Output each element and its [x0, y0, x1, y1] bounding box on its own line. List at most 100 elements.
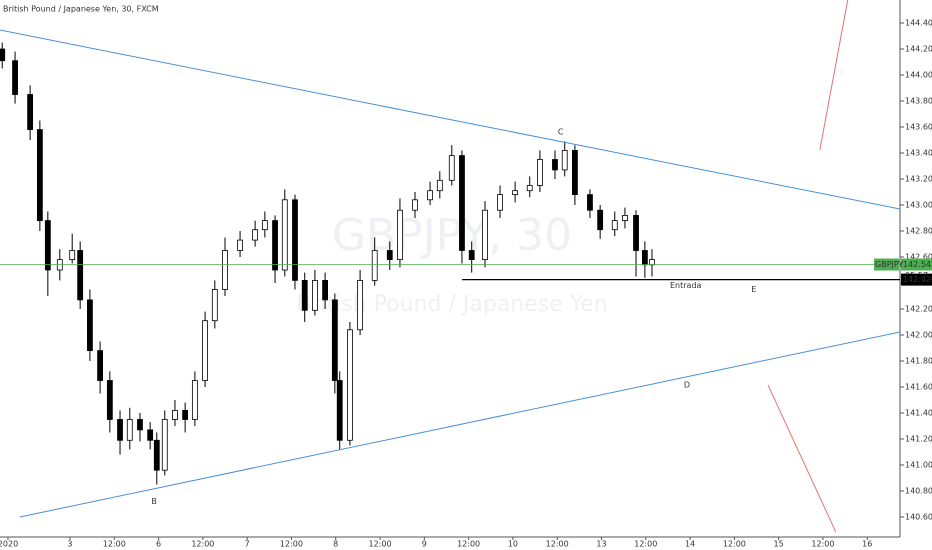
candle-body [191, 380, 198, 420]
candle-body [69, 250, 76, 260]
candle-body [587, 194, 593, 211]
chart-title: British Pound / Japanese Yen, 30, FXCM [3, 5, 159, 14]
x-tick-label: 12:00 [191, 540, 214, 549]
candle-body [482, 209, 488, 260]
x-tick-label: 12:00 [103, 540, 126, 549]
x-tick-label: 14 [685, 540, 695, 549]
candle-body [397, 209, 403, 260]
candle-body [357, 279, 363, 331]
candle-body [597, 209, 604, 231]
x-tick-label: 2020 [0, 540, 18, 549]
candle-body [292, 199, 298, 281]
x-tick-label: 12:00 [723, 540, 746, 549]
y-tick-label: 144.400 [905, 19, 932, 28]
y-tick-label: 143.400 [905, 149, 932, 158]
x-tick-label: 8 [333, 540, 338, 549]
y-tick-label: 141.600 [905, 382, 932, 391]
x-tick-label: 12:00 [457, 540, 480, 549]
candle-body [512, 190, 519, 195]
candle-body [281, 199, 288, 271]
candle-body [97, 350, 103, 381]
candle-body [87, 299, 93, 351]
candle-body [117, 419, 123, 441]
x-tick-label: 12:00 [811, 540, 834, 549]
candle-body [526, 185, 533, 192]
candle-body [161, 419, 168, 471]
candle-body [552, 159, 558, 171]
candle-body [459, 155, 465, 251]
y-tick-label: 141.800 [905, 356, 932, 365]
watermark-subtitle: British Pound / Japanese Yen [296, 292, 607, 317]
y-tick-label: 141.400 [905, 408, 932, 417]
candle-body [312, 279, 318, 311]
candle-body [331, 299, 338, 381]
y-tick-label: 142.200 [905, 304, 932, 313]
price-marker-box [901, 258, 932, 271]
candle-body [0, 48, 6, 62]
candle-body [347, 329, 353, 441]
x-tick-label: 7 [245, 540, 250, 549]
x-tick-label: 3 [67, 540, 72, 549]
x-tick-label: 12:00 [368, 540, 391, 549]
symbol-label: GBPJPY [875, 260, 904, 269]
price-line-text: Entrada [670, 281, 702, 290]
candle-body [322, 279, 328, 301]
y-tick-label: 144.200 [905, 45, 932, 54]
candle-body [172, 409, 178, 420]
candle-body [77, 250, 84, 301]
candle-body [537, 159, 543, 186]
y-tick-label: 143.800 [905, 97, 932, 106]
candle-body [153, 439, 160, 471]
candle-body [561, 150, 568, 171]
candle-body [272, 220, 278, 271]
y-tick-label: 140.600 [905, 512, 932, 521]
y-tick-label: 141.200 [905, 434, 932, 443]
candle-body [211, 289, 218, 322]
candle-body [36, 129, 43, 221]
candle-body [572, 150, 578, 195]
candle-body [182, 409, 189, 420]
x-tick-label: 12:00 [546, 540, 569, 549]
y-tick-label: 140.800 [905, 486, 932, 495]
y-tick-label: 141.000 [905, 460, 932, 469]
candle-body [427, 190, 433, 201]
candle-body [126, 419, 133, 441]
candle-body [386, 250, 393, 260]
price-marker-box [901, 273, 932, 286]
candle-body [649, 259, 655, 266]
price-marker-label: 142.542 [903, 260, 932, 269]
x-tick-label: 12:00 [280, 540, 303, 549]
price-marker-label: 142.426 [903, 275, 932, 284]
candle-body [336, 380, 343, 441]
x-tick-label: 16 [862, 540, 872, 549]
candle-body [497, 194, 503, 211]
candle-body [371, 250, 378, 281]
candle-body [301, 279, 308, 311]
wave-label: C [558, 128, 564, 137]
y-tick-label: 142.000 [905, 330, 932, 339]
y-tick-label: 143.600 [905, 123, 932, 132]
candle-body [12, 60, 18, 95]
candle-body [237, 239, 243, 251]
candle-body [27, 94, 34, 131]
wave-label: B [151, 497, 157, 506]
candle-body [468, 250, 475, 260]
x-tick-label: 6 [156, 540, 161, 549]
x-tick-label: 12:00 [634, 540, 657, 549]
candle-body [448, 155, 455, 181]
x-tick-label: 13 [596, 540, 606, 549]
trend-line [819, 0, 849, 151]
y-tick-label: 142.600 [905, 252, 932, 261]
y-tick-label: 143.000 [905, 200, 932, 209]
symbol-box [874, 258, 899, 271]
y-tick-label: 144.000 [905, 71, 932, 80]
candle-body [202, 320, 208, 381]
trend-line [767, 384, 837, 533]
y-tick-label: 143.200 [905, 175, 932, 184]
wave-label: E [751, 285, 756, 294]
candle-body [611, 220, 618, 231]
trend-line [0, 29, 901, 210]
watermark: GBPJPY, 30 [332, 210, 572, 261]
